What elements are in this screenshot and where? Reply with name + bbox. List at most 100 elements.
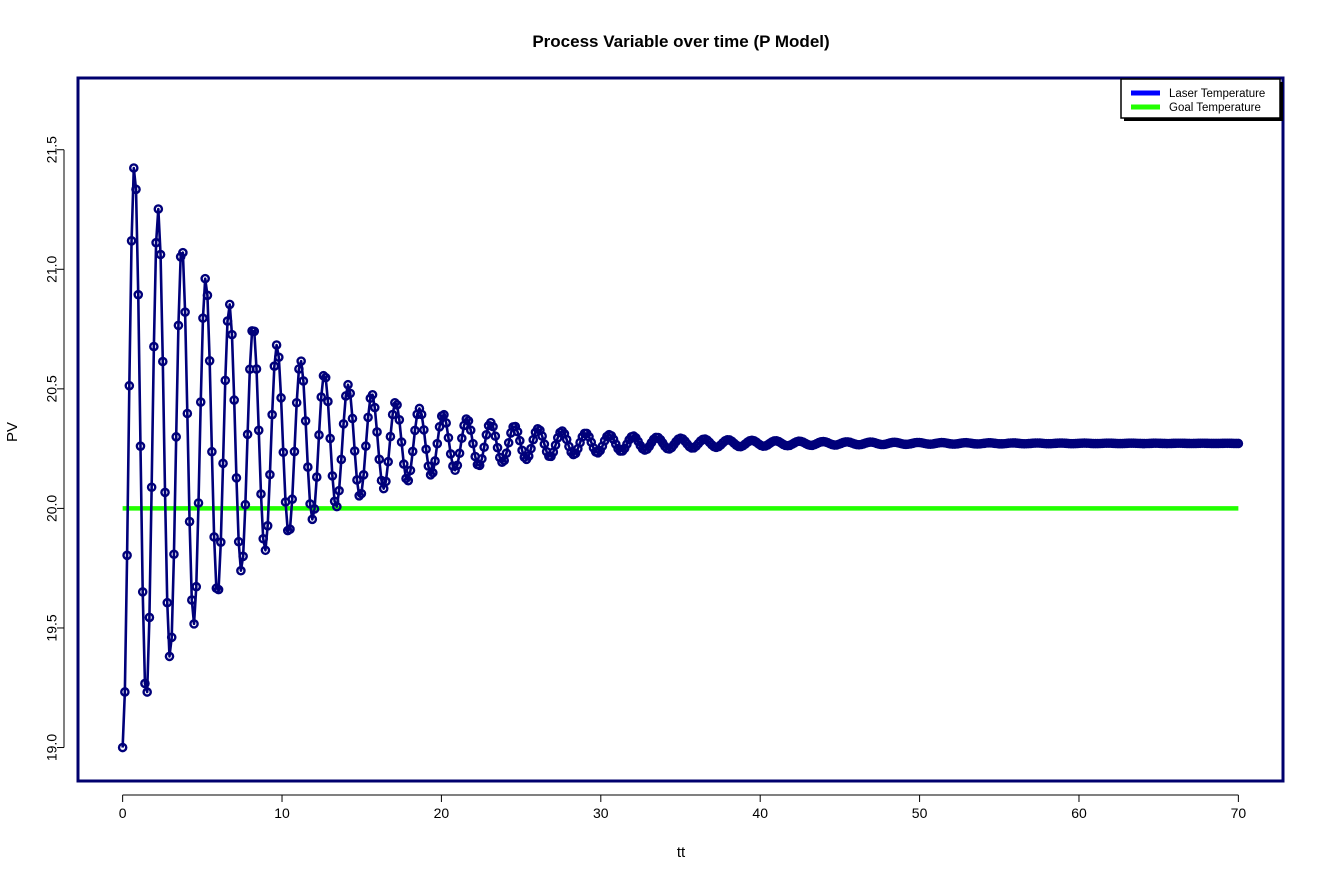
- laser-point: [294, 364, 304, 374]
- laser-point: [392, 400, 402, 410]
- laser-point: [316, 392, 327, 402]
- laser-point: [423, 461, 434, 471]
- laser-point: [488, 421, 498, 432]
- laser-point: [367, 389, 378, 400]
- laser-point: [124, 380, 135, 391]
- laser-point: [182, 408, 193, 419]
- laser-point: [428, 467, 438, 478]
- laser-point: [369, 402, 380, 413]
- laser-point: [452, 460, 463, 471]
- laser-point: [457, 433, 467, 444]
- laser-point: [131, 184, 141, 195]
- laser-point: [445, 449, 456, 459]
- laser-point: [133, 289, 144, 300]
- laser-point: [356, 488, 367, 499]
- y-tick-label: 19.5: [44, 614, 60, 641]
- laser-point: [432, 438, 443, 449]
- laser-point: [376, 475, 387, 486]
- laser-point: [383, 456, 393, 467]
- x-tick-label: 30: [593, 805, 609, 821]
- laser-point: [262, 521, 273, 531]
- laser-point: [481, 430, 492, 440]
- plot-area: [117, 163, 1244, 753]
- laser-point: [296, 356, 306, 366]
- laser-point: [126, 235, 137, 246]
- laser-point: [289, 446, 300, 457]
- laser-point: [479, 442, 489, 453]
- laser-point: [224, 299, 235, 310]
- laser-point: [260, 545, 271, 556]
- laser-point: [300, 416, 311, 426]
- laser-point: [327, 471, 338, 481]
- laser-point: [195, 397, 206, 407]
- laser-point: [184, 516, 195, 527]
- laser-point: [526, 443, 536, 454]
- laser-point: [117, 742, 128, 753]
- laser-point: [285, 524, 295, 535]
- laser-point: [149, 341, 159, 352]
- laser-point: [189, 619, 199, 629]
- laser-point: [352, 475, 362, 485]
- y-axis-label: PV: [4, 422, 21, 442]
- laser-point: [338, 419, 349, 429]
- laser-point: [240, 499, 251, 510]
- laser-point: [441, 418, 451, 428]
- laser-point: [222, 316, 233, 326]
- laser-point: [410, 425, 420, 436]
- laser-point: [298, 376, 309, 386]
- laser-point: [396, 437, 407, 447]
- laser-point: [387, 409, 398, 420]
- laser-point: [216, 537, 226, 547]
- laser-point: [229, 395, 239, 405]
- laser-point: [231, 473, 242, 483]
- laser-point: [213, 584, 224, 595]
- laser-point: [187, 595, 197, 605]
- laser-point: [209, 532, 219, 542]
- laser-point: [164, 651, 175, 662]
- laser-point: [501, 448, 512, 458]
- laser-point: [430, 456, 440, 466]
- x-tick-label: 40: [752, 805, 768, 821]
- laser-point: [162, 597, 173, 608]
- laser-point: [398, 459, 409, 469]
- laser-point: [385, 431, 396, 442]
- laser-point: [160, 487, 170, 498]
- laser-point: [343, 379, 353, 390]
- laser-point: [454, 448, 465, 459]
- laser-temperature-points: [117, 163, 1244, 753]
- laser-point: [191, 581, 202, 592]
- laser-point: [325, 433, 335, 444]
- laser-point: [171, 432, 181, 442]
- laser-point: [477, 453, 487, 464]
- plot-frame: [76, 76, 1285, 783]
- laser-point: [492, 442, 503, 453]
- laser-point: [140, 678, 150, 689]
- laser-point: [249, 326, 260, 337]
- laser-point: [151, 237, 161, 248]
- laser-point: [256, 489, 266, 499]
- laser-point: [1233, 438, 1244, 449]
- laser-point: [193, 498, 204, 508]
- y-axis: 19.0 19.5 20.0 20.5 21.0 21.5: [44, 136, 65, 761]
- laser-point: [405, 465, 416, 476]
- laser-point: [276, 393, 286, 403]
- laser-point: [323, 396, 333, 407]
- x-axis: 0 10 20 30 40 50 60 70: [119, 794, 1246, 821]
- laser-point: [291, 397, 302, 408]
- laser-point: [465, 425, 476, 436]
- laser-point: [269, 361, 280, 372]
- x-tick-label: 20: [434, 805, 450, 821]
- laser-point: [202, 290, 213, 301]
- y-tick-label: 20.5: [44, 375, 60, 402]
- laser-point: [265, 469, 275, 480]
- laser-point: [122, 550, 132, 561]
- laser-point: [271, 340, 282, 350]
- laser-point: [287, 494, 298, 505]
- laser-point: [135, 441, 146, 451]
- laser-point: [349, 446, 360, 456]
- laser-point: [144, 612, 155, 623]
- x-tick-label: 10: [274, 805, 290, 821]
- laser-point: [303, 462, 313, 472]
- laser-point: [421, 444, 431, 455]
- legend-box: [1120, 78, 1281, 119]
